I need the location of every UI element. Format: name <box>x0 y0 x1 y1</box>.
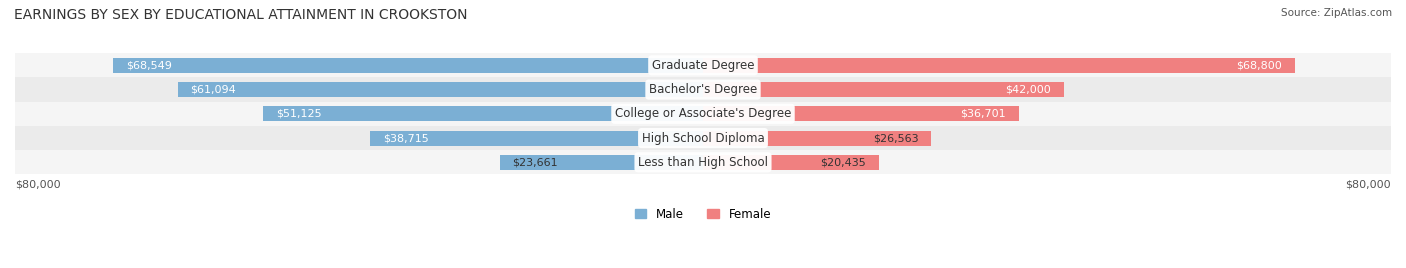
Bar <box>499 155 703 170</box>
Text: Graduate Degree: Graduate Degree <box>652 59 754 72</box>
Text: $80,000: $80,000 <box>15 180 60 190</box>
Text: High School Diploma: High School Diploma <box>641 132 765 144</box>
Text: $51,125: $51,125 <box>276 109 322 119</box>
Text: $20,435: $20,435 <box>820 157 866 167</box>
Bar <box>177 82 703 97</box>
Legend: Male, Female: Male, Female <box>630 203 776 225</box>
Bar <box>703 106 1018 121</box>
Text: $80,000: $80,000 <box>1346 180 1391 190</box>
Bar <box>370 131 703 146</box>
Bar <box>15 53 1391 77</box>
Bar <box>703 82 1064 97</box>
Bar <box>15 150 1391 174</box>
Bar <box>703 131 931 146</box>
Bar <box>263 106 703 121</box>
Text: Source: ZipAtlas.com: Source: ZipAtlas.com <box>1281 8 1392 18</box>
Bar <box>15 102 1391 126</box>
Bar <box>114 58 703 73</box>
Bar <box>15 126 1391 150</box>
Text: $68,549: $68,549 <box>127 60 173 70</box>
Text: Bachelor's Degree: Bachelor's Degree <box>650 83 756 96</box>
Text: $26,563: $26,563 <box>873 133 918 143</box>
Text: College or Associate's Degree: College or Associate's Degree <box>614 107 792 120</box>
Bar <box>703 58 1295 73</box>
Text: $38,715: $38,715 <box>382 133 429 143</box>
Text: EARNINGS BY SEX BY EDUCATIONAL ATTAINMENT IN CROOKSTON: EARNINGS BY SEX BY EDUCATIONAL ATTAINMEN… <box>14 8 468 22</box>
Text: $42,000: $42,000 <box>1005 85 1052 95</box>
Bar <box>703 155 879 170</box>
Text: $68,800: $68,800 <box>1236 60 1282 70</box>
Text: Less than High School: Less than High School <box>638 156 768 169</box>
Text: $23,661: $23,661 <box>512 157 558 167</box>
Text: $61,094: $61,094 <box>190 85 236 95</box>
Text: $36,701: $36,701 <box>960 109 1005 119</box>
Bar <box>15 77 1391 102</box>
